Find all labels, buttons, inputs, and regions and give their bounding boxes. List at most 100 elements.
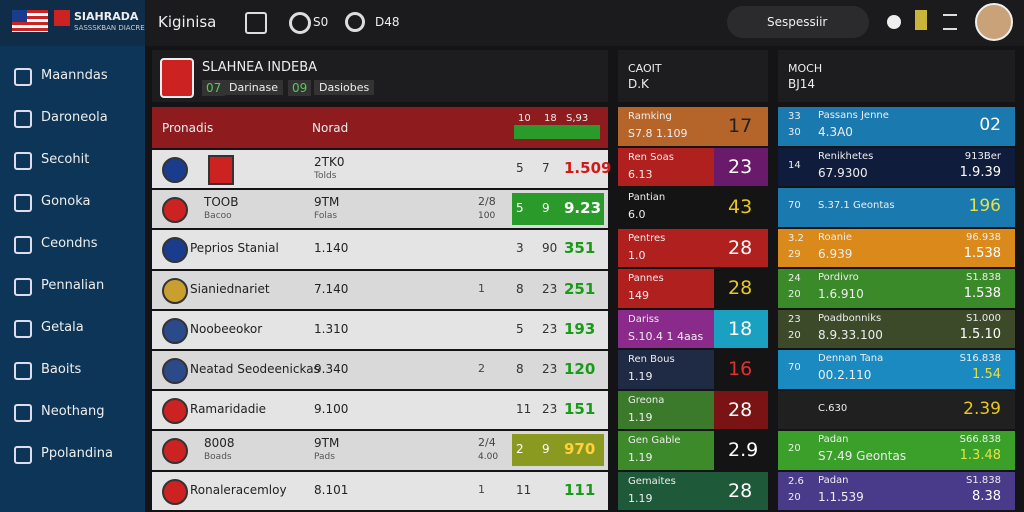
tile-sub: 1.19	[628, 370, 653, 383]
rank-tile[interactable]: C.630 2.39	[778, 390, 1015, 429]
tile-number: 18	[728, 317, 753, 340]
table-row[interactable]: Ronaleracemloy 8.101 1 11 111	[152, 471, 608, 510]
home-icon[interactable]	[245, 12, 267, 34]
rank-tile[interactable]: 20 Padan S7.49 Geontas S66.838 1.3.48	[778, 431, 1015, 470]
score: 9.23	[564, 199, 602, 218]
search-text: Sespessiir	[767, 15, 828, 29]
rank-tile[interactable]: 3.2 29 Roanie 6.939 96.938 1.538	[778, 228, 1015, 267]
brand-bar: SIAHRADA SASSSKBAN DIACRE	[0, 0, 145, 46]
team-sub: Bacoo	[204, 211, 232, 222]
pre-sub: 100	[478, 211, 496, 222]
rank-tile[interactable]: 33 30 Passans Jenne 4.3A0 02	[778, 107, 1015, 146]
stat: 3	[516, 241, 524, 256]
rank-tile[interactable]: 23 20 Poadbonniks 8.9.33.100 S1.000 1.5.10	[778, 309, 1015, 348]
score-tile[interactable]: Pannes 149 28	[618, 269, 768, 308]
sidebar-label: Ppolandina	[41, 446, 113, 461]
icon[interactable]	[915, 10, 927, 30]
pre-value: 2	[478, 362, 485, 375]
rank: 20	[788, 443, 801, 454]
right-top: S66.838	[959, 434, 1001, 445]
rank-tile[interactable]: 24 20 Pordivro 1.6.910 S1.838 1.538	[778, 269, 1015, 308]
rank: 3.2	[788, 232, 804, 244]
table-row[interactable]: 2TK0 Tolds 5 7 1.509	[152, 150, 611, 189]
table-row[interactable]: 8008 Boads 9TM Pads 2/4 4.00 2 9 970	[152, 431, 608, 470]
rank-tile[interactable]: 70 S.37.1 Geontas 196	[778, 188, 1015, 227]
right-top: 913Ber	[964, 150, 1001, 162]
right-sub: BJ14	[788, 77, 816, 91]
tile-name: Pentres	[628, 232, 666, 244]
main-title: SLAHNEA INDEBA	[202, 60, 318, 75]
table-row[interactable]: Sianiednariet 7.140 1 8 23 251	[152, 270, 608, 309]
sidebar-item[interactable]: Maanndas	[0, 62, 145, 90]
rank-tile[interactable]: 70 Dennan Tana 00.2.110 S16.838 1.54	[778, 350, 1015, 389]
sidebar-item[interactable]: Secohit	[0, 146, 145, 174]
pre-sub: 4.00	[478, 452, 499, 463]
code: 9.100	[314, 402, 349, 417]
avatar[interactable]	[975, 3, 1013, 41]
team-logo	[162, 358, 188, 384]
sidebar-item[interactable]: Neothang	[0, 398, 145, 426]
nav-count: S0	[313, 15, 329, 29]
code: 9TM	[314, 195, 340, 210]
code: 2TK0	[314, 155, 345, 169]
pre-value: 1	[478, 281, 485, 295]
icon	[14, 152, 32, 170]
rank: 70	[788, 362, 801, 373]
rank: 70	[788, 200, 801, 211]
sidebar-item[interactable]: Baoits	[0, 356, 145, 384]
sidebar-item[interactable]: Pennalian	[0, 272, 145, 300]
right-score: 1.538	[963, 286, 1001, 301]
sidebar-item[interactable]: Daroneola	[0, 104, 145, 132]
player-name: Poadbonniks	[818, 312, 882, 324]
tile-sub: 1.19	[628, 451, 653, 464]
search-icon[interactable]	[345, 12, 365, 32]
team-logo	[162, 237, 188, 264]
tile-number: 43	[728, 196, 753, 218]
tile-number: 2.9	[728, 439, 759, 461]
score-tile[interactable]: Pantian 6.0 43	[618, 188, 768, 227]
sidebar-label: Ceondns	[41, 236, 98, 251]
sidebar-item[interactable]: Gonoka	[0, 188, 145, 216]
sidebar-item[interactable]: Getala	[0, 314, 145, 342]
score-tile[interactable]: Gen Gable 1.19 2.9	[618, 431, 768, 470]
score-tile[interactable]: Greona 1.19 28	[618, 390, 768, 429]
score: 193	[564, 319, 596, 338]
score-tile[interactable]: Ren Soas 6.13 23	[618, 147, 768, 186]
highlight	[512, 434, 604, 467]
score-tile[interactable]: Dariss S.10.4 1 4aas 18	[618, 309, 768, 348]
team-name: Sianiednariet	[190, 281, 270, 296]
icon[interactable]	[887, 15, 901, 29]
right-top: S16.838	[959, 353, 1001, 364]
right-score: 1.3.48	[959, 448, 1001, 463]
player-name: Renikhetes	[818, 150, 874, 162]
tile-sub: S.10.4 1 4aas	[628, 329, 704, 343]
table-row[interactable]: Neatad Seodeenickas 9.340 2 8 23 120	[152, 351, 608, 390]
stat: 5	[516, 201, 524, 216]
sidebar-label: Secohit	[41, 152, 90, 167]
table-row[interactable]: Noobeeokor 1.310 5 23 193	[152, 310, 608, 349]
player-value: S7.49 Geontas	[818, 449, 907, 463]
tile-sub: S7.8 1.109	[628, 127, 688, 140]
search-box[interactable]: Sespessiir	[727, 6, 869, 38]
table-row[interactable]: TOOB Bacoo 9TM Folas 2/8 100 5 9 9.23	[152, 190, 608, 229]
score-tile[interactable]: Pentres 1.0 28	[618, 228, 768, 267]
player-value: 4.3A0	[818, 125, 853, 139]
score-tile[interactable]: Ren Bous 1.19 16	[618, 350, 768, 389]
rank-tile[interactable]: 14 Renikhetes 67.9300 913Ber 1.9.39	[778, 147, 1015, 186]
stat: 5	[516, 161, 524, 175]
team-name: Ramaridadie	[190, 402, 267, 417]
column-header: Norad	[312, 121, 349, 135]
user-icon[interactable]	[289, 12, 311, 34]
table-row[interactable]: Peprios Stanial 1.140 3 90 351	[152, 230, 608, 269]
menu-icon[interactable]	[943, 14, 957, 30]
score-tile[interactable]: Gemaites 1.19 28	[618, 471, 768, 510]
sidebar-item[interactable]: Ceondns	[0, 230, 145, 258]
tile-number: 16	[728, 358, 753, 380]
brand: SIAHRADA	[74, 10, 139, 23]
table-row[interactable]: Ramaridadie 9.100 11 23 151	[152, 391, 608, 430]
score-tile[interactable]: Ramking S7.8 1.109 17	[618, 107, 768, 146]
sidebar-item[interactable]: Ppolandina	[0, 440, 145, 468]
rank-tile[interactable]: 2.6 20 Padan 1.1.539 S1.838 8.38	[778, 471, 1015, 510]
stat: 2	[516, 442, 524, 457]
tile-sub: 1.0	[628, 248, 646, 262]
